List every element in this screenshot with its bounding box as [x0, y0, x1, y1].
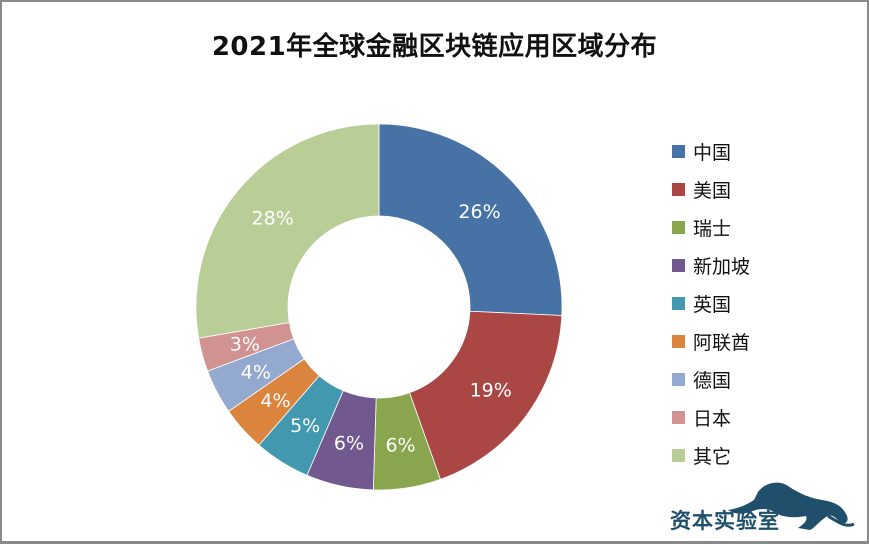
- slice-label: 4%: [241, 361, 271, 383]
- legend-label: 中国: [693, 141, 732, 164]
- legend-swatch: [672, 258, 685, 272]
- watermark-text: 资本实验室: [670, 509, 780, 533]
- legend-swatch: [672, 220, 685, 234]
- slice-label: 28%: [252, 207, 294, 229]
- slice-label: 6%: [385, 434, 415, 456]
- legend-label: 新加坡: [693, 255, 751, 278]
- legend-label: 英国: [693, 293, 732, 316]
- legend-swatch: [672, 448, 685, 462]
- legend-item-china: 中国: [672, 132, 750, 170]
- legend-label: 其它: [693, 445, 732, 468]
- legend-item-singapore: 新加坡: [672, 246, 750, 284]
- slice-label: 5%: [290, 415, 320, 437]
- legend-item-usa: 美国: [672, 170, 750, 208]
- legend-swatch: [672, 372, 685, 386]
- slice-label: 6%: [334, 433, 364, 455]
- legend-swatch: [672, 182, 685, 196]
- legend-item-germany: 德国: [672, 360, 750, 398]
- legend-label: 日本: [693, 407, 732, 430]
- donut-labels: 26%19%6%6%5%4%4%3%28%: [230, 201, 512, 456]
- slice-label: 26%: [458, 201, 500, 223]
- chart-title: 2021年全球金融区块链应用区域分布: [211, 32, 658, 62]
- watermark-logo: 资本实验室: [670, 478, 860, 538]
- legend-label: 德国: [693, 369, 732, 392]
- legend-item-japan: 日本: [672, 398, 750, 436]
- legend-item-switzerland: 瑞士: [672, 208, 750, 246]
- legend-label: 瑞士: [693, 217, 732, 240]
- legend-item-others: 其它: [672, 436, 750, 474]
- leaping-panther-icon: [728, 482, 855, 530]
- legend-label: 美国: [693, 179, 732, 202]
- slice-label: 3%: [230, 333, 260, 355]
- legend: 中国 美国 瑞士 新加坡 英国 阿联酋 德国 日本 其它: [672, 132, 750, 474]
- donut-slices: [195, 123, 563, 491]
- legend-item-uk: 英国: [672, 284, 750, 322]
- slice-label: 4%: [260, 390, 290, 412]
- legend-swatch: [672, 144, 685, 158]
- legend-swatch: [672, 334, 685, 348]
- legend-swatch: [672, 296, 685, 310]
- slice-label: 19%: [470, 380, 512, 402]
- legend-swatch: [672, 410, 685, 424]
- legend-item-uae: 阿联酋: [672, 322, 750, 360]
- donut-slice-0: [378, 123, 563, 316]
- legend-label: 阿联酋: [693, 331, 751, 354]
- donut-slice-8: [195, 123, 380, 339]
- donut-slice-1: [409, 310, 563, 480]
